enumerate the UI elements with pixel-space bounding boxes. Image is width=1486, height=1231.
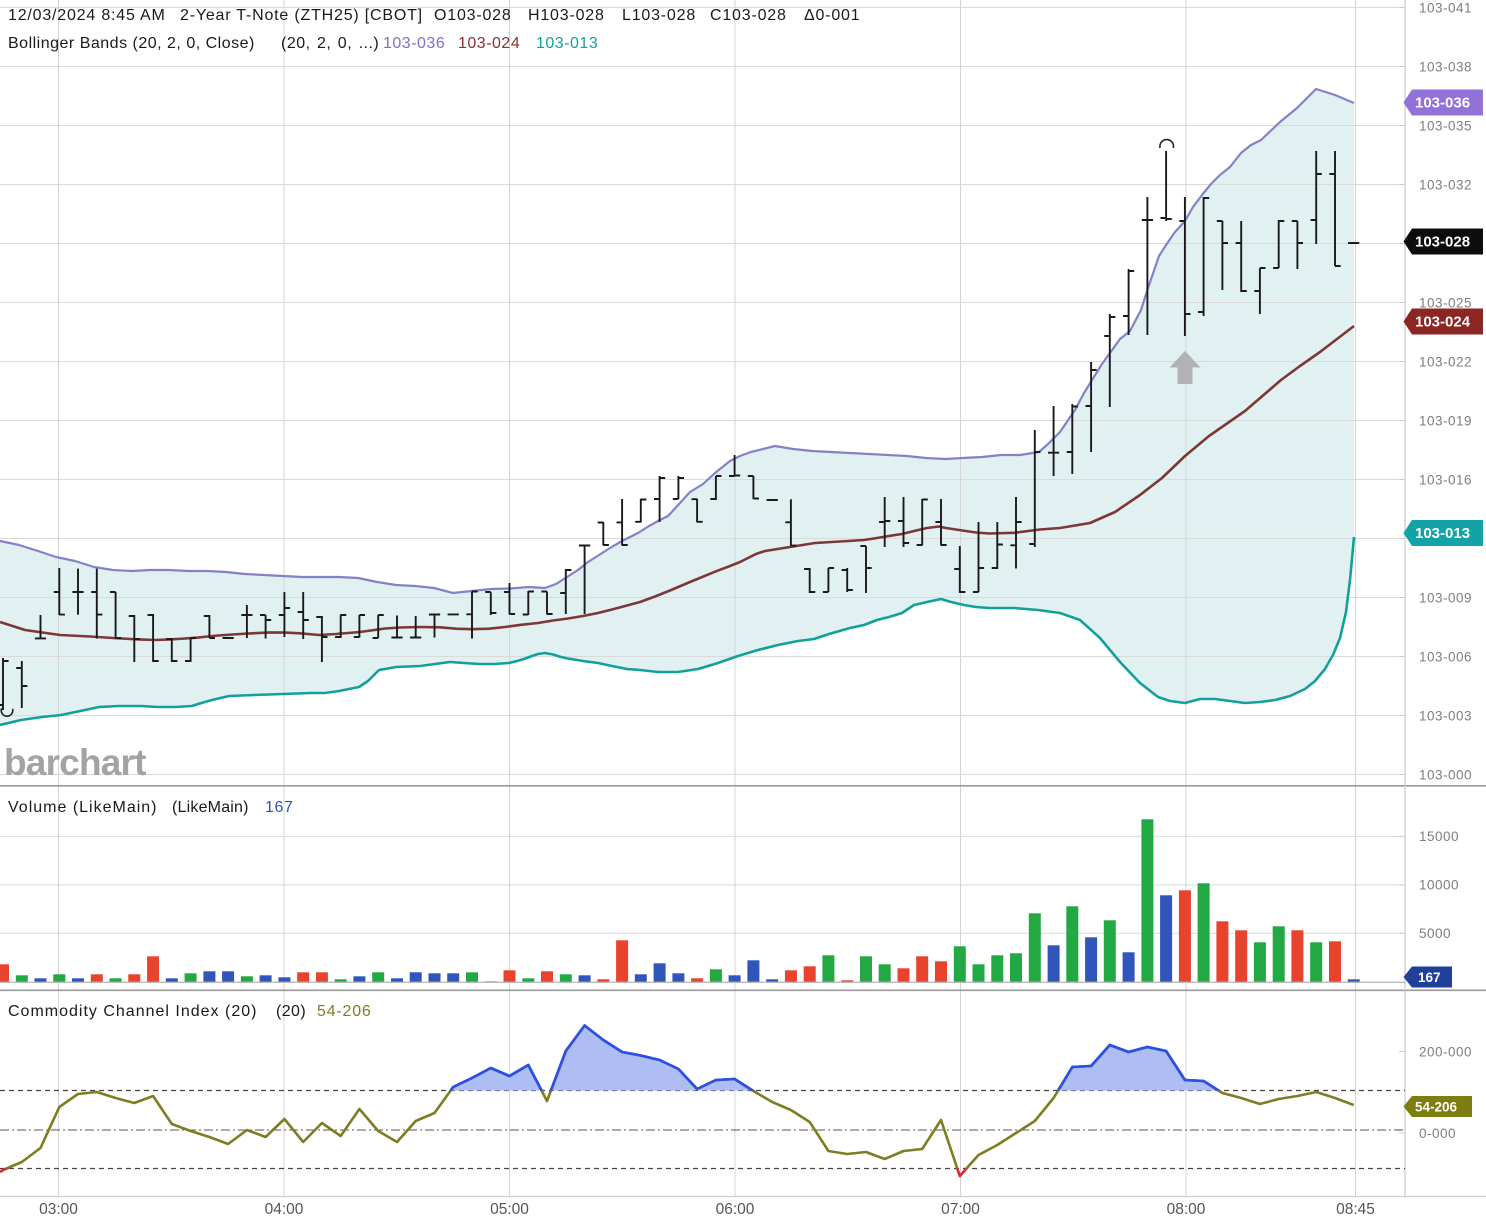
svg-text:barchart: barchart	[4, 742, 146, 783]
svg-text:08:45: 08:45	[1336, 1201, 1375, 1218]
svg-text:103-036: 103-036	[1415, 95, 1470, 112]
svg-text:06:00: 06:00	[716, 1201, 755, 1218]
svg-text:10000: 10000	[1419, 878, 1459, 893]
svg-text:103-006: 103-006	[1419, 649, 1472, 664]
svg-text:103-022: 103-022	[1419, 354, 1472, 369]
svg-text:103-019: 103-019	[1419, 413, 1472, 428]
svg-text:Commodity Channel Index (20)(2: Commodity Channel Index (20) (20) 54-206	[8, 1003, 372, 1020]
svg-text:5000: 5000	[1419, 926, 1451, 941]
svg-text:03:00: 03:00	[39, 1201, 78, 1218]
svg-text:12/03/2024 8:45 AM2-Year T-Not: 12/03/2024 8:45 AM 2-Year T-Note (ZTH25) …	[8, 7, 860, 24]
svg-text:200-000: 200-000	[1419, 1044, 1472, 1059]
svg-text:0-000: 0-000	[1419, 1126, 1456, 1141]
svg-text:103-024: 103-024	[1415, 314, 1471, 331]
svg-text:103-041: 103-041	[1419, 0, 1472, 15]
svg-text:08:00: 08:00	[1167, 1201, 1206, 1218]
svg-text:103-038: 103-038	[1419, 59, 1472, 74]
svg-text:103-009: 103-009	[1419, 590, 1472, 605]
svg-text:103-032: 103-032	[1419, 177, 1472, 192]
svg-text:103-000: 103-000	[1419, 767, 1472, 782]
svg-text:103-035: 103-035	[1419, 118, 1472, 133]
svg-text:04:00: 04:00	[265, 1201, 304, 1218]
svg-text:Bollinger Bands (20, 2, 0, Clo: Bollinger Bands (20, 2, 0, Close) (20, 2,…	[8, 35, 598, 52]
svg-text:15000: 15000	[1419, 829, 1459, 844]
svg-text:103-016: 103-016	[1419, 472, 1472, 487]
svg-text:167: 167	[1418, 970, 1441, 985]
svg-text:103-013: 103-013	[1415, 525, 1470, 542]
svg-text:05:00: 05:00	[490, 1201, 529, 1218]
svg-text:07:00: 07:00	[941, 1201, 980, 1218]
svg-text:103-025: 103-025	[1419, 295, 1472, 310]
svg-text:103-003: 103-003	[1419, 708, 1472, 723]
svg-text:103-028: 103-028	[1415, 234, 1470, 251]
svg-text:Volume (LikeMain)(LikeMain)167: Volume (LikeMain) (LikeMain) 167	[8, 799, 294, 816]
svg-text:54-206: 54-206	[1415, 1100, 1458, 1115]
